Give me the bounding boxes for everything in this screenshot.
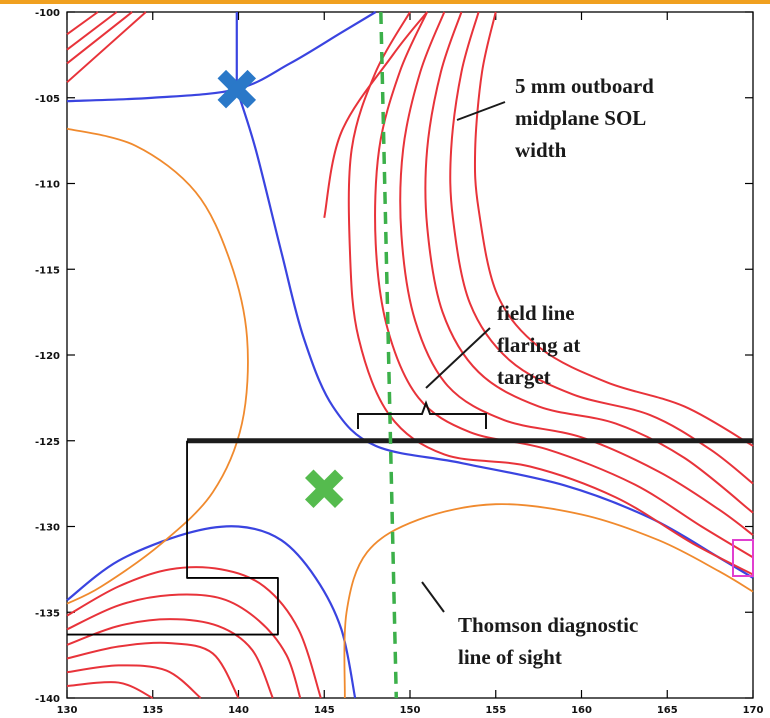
separatrix-curve [66,525,357,699]
flaring-leader [425,327,491,389]
top-banner-line [0,0,770,4]
sol-field-line [66,566,322,699]
flaring-brace [357,400,487,429]
flaring-line-3: target [497,365,551,389]
sol-field-line [66,11,99,36]
sol-width-line-3: width [515,138,567,162]
x-tick-label: 130 [57,705,78,716]
sol-field-line [66,11,118,51]
y-tick-label: -105 [35,94,60,105]
sol-field-line [473,11,754,447]
y-tick-label: -120 [35,351,60,362]
sol-field-line [66,681,154,699]
sol-field-line [66,664,202,699]
thomson-line-of-sight [379,11,399,699]
y-tick-label: -125 [35,437,60,448]
y-tick-label: -135 [35,608,60,619]
thomson-leader [421,581,445,613]
lower-xpoint-marker [305,469,344,509]
sol-field-line [374,11,754,559]
divertor-structure-outline [67,440,279,636]
flaring-line-2: flaring at [497,333,580,357]
y-tick-label: -115 [35,265,60,276]
sol-width-line-2: midplane SOL [515,106,646,130]
flaring-annotation: field line flaring at target [497,301,586,389]
x-tick-label: 160 [571,705,592,716]
x-tick-label: 145 [314,705,335,716]
upper-xpoint-marker [217,69,257,109]
sol-field-line [399,11,754,536]
y-tick-label: -130 [35,523,60,534]
markers-layer [217,69,344,509]
thomson-line-2: line of sight [458,645,562,669]
sol-width-leader [456,101,506,121]
x-tick-label: 170 [743,705,764,716]
x-tick-label: 165 [657,705,678,716]
sol-field-line [66,11,147,84]
sol-width-annotation: 5 mm outboard midplane SOL width [515,74,659,162]
private-flux-curve [66,127,249,605]
series-layer [66,11,754,699]
x-tick-label: 155 [485,705,506,716]
sol-field-line [66,11,133,65]
sol-field-line [323,11,428,218]
x-tick-label: 140 [228,705,249,716]
marker-stroke [217,69,257,109]
sol-field-line [66,618,274,699]
x-ticks: 130 135 140 145 150 155 160 165 170 [57,12,764,716]
sol-field-line [66,641,240,699]
flaring-line-1: field line [497,301,575,325]
sol-width-line-1: 5 mm outboard [515,74,654,98]
y-ticks: -100 -105 -110 -115 -120 -125 -130 -135 -140 [35,8,753,705]
y-tick-label: -100 [35,8,60,19]
marker-stroke [305,469,344,509]
edge-marker [732,539,754,577]
x-tick-label: 135 [142,705,163,716]
private-flux-curve [343,503,754,699]
y-tick-label: -110 [35,180,60,191]
sol-field-line [66,593,302,699]
thomson-annotation: Thomson diagnostic line of sight [458,613,644,669]
y-tick-label: -140 [35,694,60,705]
x-tick-label: 150 [400,705,421,716]
thomson-line-1: Thomson diagnostic [458,613,638,637]
separatrix-curve [66,11,377,103]
